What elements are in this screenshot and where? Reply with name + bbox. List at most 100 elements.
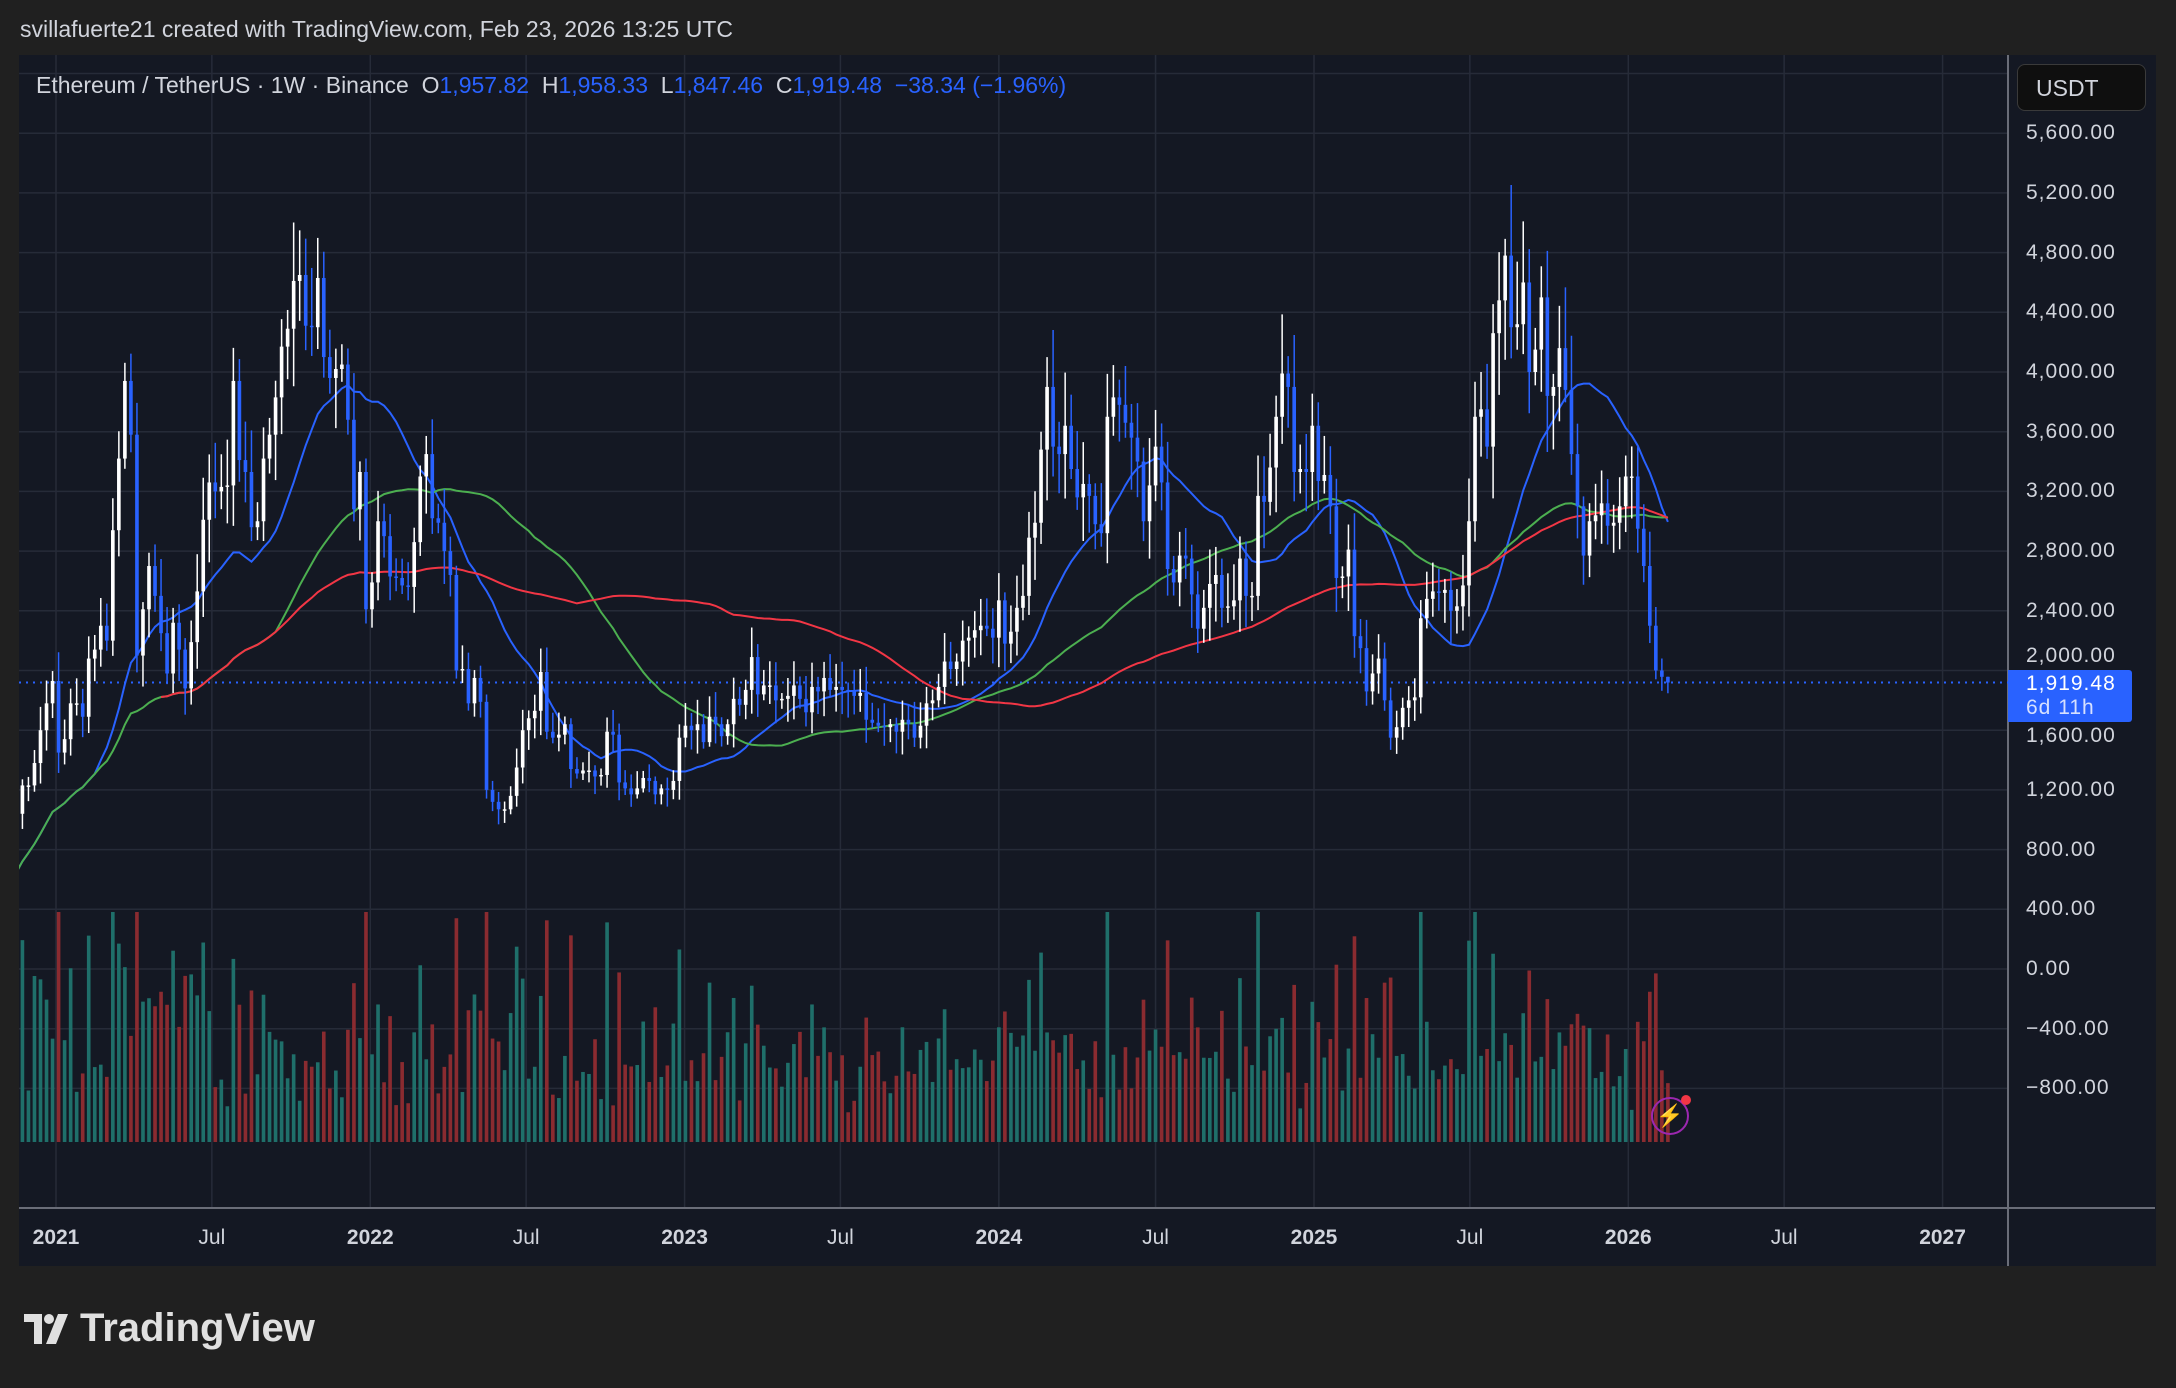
candle-body [731,698,736,725]
volume-bar [346,1029,350,1142]
candle-body [641,777,646,789]
volume-bar [1346,1048,1351,1142]
volume-bar [1575,1013,1580,1142]
candle-body [358,471,362,510]
volume-bar [1280,1017,1284,1142]
currency-button[interactable]: USDT [2017,64,2146,111]
candle-body [448,551,453,575]
price-tick-label: 1,200.00 [2026,777,2116,801]
candle-body [1660,670,1664,677]
candle-body [1358,636,1363,649]
volume-bar [249,990,254,1142]
price-tick-label: 800.00 [2026,837,2097,861]
candle-body [623,782,627,789]
candle-body [153,566,157,596]
volume-bar [165,1004,169,1142]
volume-bar [466,1010,471,1142]
high-label: H [541,72,559,98]
price-tick-label: 2,400.00 [2026,598,2116,622]
candle-body [309,325,314,328]
volume-bar [1232,1091,1236,1142]
volume-bar [635,1065,640,1142]
chart-panel[interactable] [19,55,2156,1266]
notification-dot [1681,1095,1691,1105]
volume-bar [50,1038,55,1142]
candle-body [1033,522,1037,538]
candle-body [249,471,254,528]
volume-bar [954,1059,959,1142]
volume-bar [1250,1065,1254,1142]
candle-body [111,530,115,641]
candle-body [430,454,435,519]
volume-bar [611,1105,615,1142]
candle-body [1207,583,1212,608]
volume-bar [1605,1034,1610,1142]
candle-body [984,625,989,629]
volume-bar [713,1080,718,1142]
candle-body [141,609,145,656]
volume-bar [219,1079,224,1142]
volume-bar [1599,1071,1604,1142]
candle-body [1129,422,1134,438]
time-tick-label: 2025 [1290,1226,1338,1249]
time-tick-label: 2021 [32,1226,80,1249]
candle-body [291,280,296,329]
candle-body [665,788,670,790]
candle-body [599,774,603,777]
volume-bar [460,1092,465,1142]
candle-body [1099,524,1104,534]
volume-bar [98,1064,103,1142]
candle-body [1105,416,1110,534]
volume-bar [159,991,163,1142]
candle-body [1388,700,1393,738]
candle-body [1183,555,1188,559]
candle-body [195,591,200,643]
volume-bar [1316,1022,1321,1142]
candle-body [858,692,863,696]
volume-bar [171,950,175,1142]
change-value: −38.34 (−1.96%) [894,72,1067,98]
volume-bar [496,1041,501,1142]
candle-body [1346,549,1351,577]
volume-bar [328,1088,332,1142]
candle-body [538,671,543,711]
volume-bar [653,1007,658,1142]
candle-body [56,680,61,753]
volume-bar [1406,1075,1411,1142]
candle-body [767,685,772,687]
price-tick-label: 4,800.00 [2026,240,2116,264]
volume-bar [62,1040,67,1142]
time-tick-label: Jul [198,1226,226,1249]
candle-body [888,724,893,728]
volume-bar [900,1027,905,1142]
volume-bar [846,1112,850,1142]
candle-body [918,725,923,738]
candle-body [1666,676,1670,683]
volume-bar [1075,1069,1080,1142]
candle-body [1226,606,1230,608]
candle-body [991,628,995,638]
candle-body [1406,700,1411,708]
candle-body [1515,324,1520,328]
volume-bar [1340,1090,1345,1142]
lightning-icon[interactable]: ⚡ [1651,1095,1691,1135]
price-tick-label: −400.00 [2026,1016,2110,1040]
volume-bar [526,1078,531,1142]
candle-body [340,364,344,370]
time-tick-label: 2027 [1919,1226,1966,1249]
volume-bar [388,1016,392,1142]
volume-bar [997,1027,1001,1142]
volume-bar [719,1056,724,1142]
candle-body [424,454,429,477]
candle-body [804,698,808,713]
candle-body [1015,607,1019,632]
candle-body [74,703,79,705]
volume-bar [671,1023,676,1142]
candle-body [1334,506,1339,578]
volume-bar [1461,1074,1465,1142]
volume-bar [1388,977,1393,1142]
candle-body [201,519,206,592]
symbol-legend: Ethereum / TetherUS · 1W · Binance O1,95… [36,72,1066,99]
candle-body [532,710,537,719]
